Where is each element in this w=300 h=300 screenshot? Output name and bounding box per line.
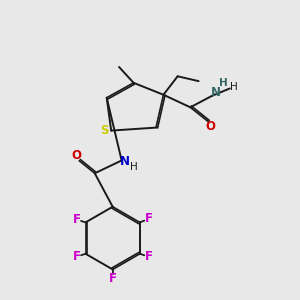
Text: F: F [73,213,81,226]
Text: F: F [73,250,81,263]
Text: N: N [211,86,221,99]
Text: O: O [205,120,215,133]
Text: F: F [109,272,117,285]
Text: F: F [145,250,153,263]
Text: H: H [130,162,138,172]
Text: N: N [120,155,130,168]
Text: H: H [230,82,238,92]
Text: F: F [145,212,153,225]
Text: H: H [219,78,227,88]
Text: O: O [71,149,81,162]
Text: S: S [100,124,109,137]
